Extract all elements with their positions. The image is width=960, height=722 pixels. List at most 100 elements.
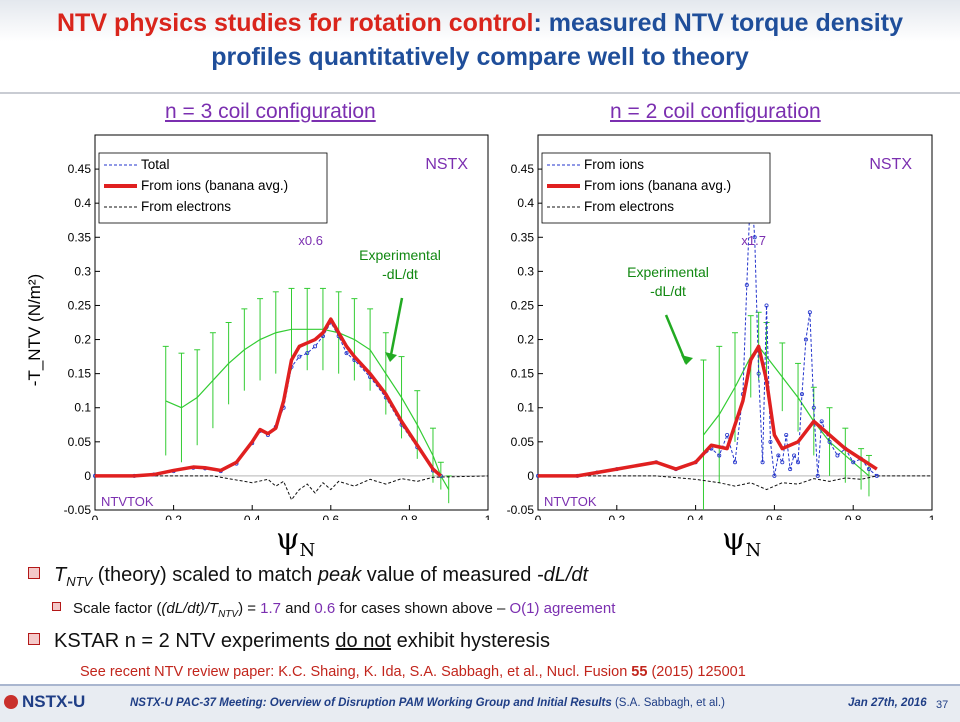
b2-b: (dL/dt)/T	[161, 600, 219, 617]
x-tick-label: 0	[535, 513, 542, 520]
total-point	[776, 453, 781, 458]
annotation-arrowhead	[681, 355, 693, 365]
annotation-arrow	[664, 314, 688, 364]
y-tick-label: 0.15	[511, 367, 535, 381]
scale-factor-label: x0.6	[298, 233, 323, 248]
bullet-square-icon	[28, 633, 40, 645]
y-tick-label: 0.25	[511, 298, 535, 312]
experimental-line	[703, 345, 870, 477]
b3-a: KSTAR n = 2 NTV experiments	[54, 630, 336, 652]
y-tick-label: 0.45	[511, 162, 535, 176]
total-point	[313, 344, 318, 349]
legend-label: Total	[141, 157, 170, 172]
title-blue-part: : measured NTV torque density profiles q…	[211, 9, 903, 71]
bullet1-peak: peak	[317, 564, 362, 586]
electrons-line	[538, 475, 932, 491]
x-tick-label: 0.2	[165, 513, 182, 520]
total-point	[772, 473, 777, 478]
psi-subscript: N	[299, 540, 316, 561]
total-point	[788, 467, 793, 472]
legend-label: From ions (banana avg.)	[584, 178, 731, 193]
ions-line	[95, 317, 442, 478]
total-point	[811, 405, 816, 410]
title-red-part: NTV physics studies for rotation control	[57, 9, 534, 37]
t-subscript: NTV	[66, 574, 93, 589]
b2-e: for cases shown above –	[335, 600, 510, 617]
total-point	[851, 460, 856, 465]
x-tick-label: 0.8	[845, 513, 862, 520]
b3-b: exhibit hysteresis	[391, 630, 550, 652]
y-tick-label: -0.05	[507, 503, 535, 517]
y-tick-label: 0	[84, 469, 91, 483]
nstx-u-logo: NSTX-U	[4, 692, 85, 712]
x-tick-label: 0.6	[322, 513, 339, 520]
y-tick-label: 0.1	[517, 401, 534, 415]
total-point	[717, 453, 722, 458]
page-number: 37	[936, 699, 949, 711]
x-tick-label: 0.4	[244, 513, 261, 520]
total-point	[744, 282, 749, 287]
legend-label: From electrons	[584, 199, 674, 214]
total-point	[827, 439, 832, 444]
total-point	[752, 235, 757, 240]
x-tick-label: 1	[485, 513, 492, 520]
total-point	[725, 432, 730, 437]
legend-label: From ions	[584, 157, 644, 172]
code-label: NTVTOK	[101, 494, 154, 509]
y-tick-label: 0.3	[74, 264, 91, 278]
x-tick-label: 0.8	[401, 513, 418, 520]
total-point	[799, 392, 804, 397]
b2-v1: 1.7	[260, 600, 282, 617]
b2-a: Scale factor (	[73, 600, 162, 617]
y-tick-label: 0.45	[68, 162, 92, 176]
total-point	[796, 460, 801, 465]
total-point	[807, 310, 812, 315]
total-point	[784, 432, 789, 437]
y-tick-label: 0.05	[68, 435, 92, 449]
title-band	[0, 0, 960, 94]
total-point	[815, 473, 820, 478]
total-point	[792, 453, 797, 458]
x-tick-label: 0.2	[608, 513, 625, 520]
annotation-text: -dL/dt	[382, 266, 418, 282]
ref-b: (2015) 125001	[647, 664, 746, 680]
y-tick-label: 0.15	[68, 367, 92, 381]
experimental-line	[165, 328, 450, 490]
legend-label: From ions (banana avg.)	[141, 178, 288, 193]
bullet-square-icon	[28, 567, 40, 579]
logo-icon	[4, 695, 18, 709]
ref-vol: 55	[631, 664, 648, 680]
annotation-arrowhead	[385, 352, 397, 362]
total-point	[760, 460, 765, 465]
bullet-square-icon	[52, 602, 61, 611]
psi-symbol: ψ	[276, 522, 300, 557]
total-point	[803, 337, 808, 342]
b3-underline: do not	[335, 630, 392, 652]
legend-label: From electrons	[141, 199, 231, 214]
y-tick-label: 0.35	[68, 230, 92, 244]
machine-label: NSTX	[425, 156, 468, 173]
x-tick-label: 0	[92, 513, 99, 520]
electrons-line	[95, 475, 489, 501]
total-point	[756, 371, 761, 376]
b2-d: and	[281, 600, 315, 617]
b2-v2: 0.6	[314, 600, 336, 617]
total-point	[874, 473, 879, 478]
bullet-theory-scaled: TNTV (theory) scaled to match peak value…	[28, 564, 588, 589]
slide-title: NTV physics studies for rotation control…	[10, 6, 950, 74]
left-xaxis-label: ψN	[276, 522, 315, 561]
right-xaxis-label: ψN	[722, 522, 761, 561]
bullet-kstar: KSTAR n = 2 NTV experiments do not exhib…	[28, 630, 550, 653]
y-tick-label: 0.25	[68, 298, 92, 312]
logo-text: NSTX-U	[22, 692, 86, 711]
bullet1-dldt: -dL/dt	[536, 564, 589, 586]
total-point	[733, 460, 738, 465]
y-tick-label: 0.1	[74, 401, 91, 415]
right-config-label: n = 2 coil configuration	[610, 100, 821, 123]
y-tick-label: 0.4	[74, 196, 91, 210]
psi-subscript: N	[745, 540, 762, 561]
scale-factor-label: x1.7	[741, 233, 766, 248]
total-point	[835, 453, 840, 458]
y-tick-label: 0.4	[517, 196, 534, 210]
x-tick-label: 0.4	[687, 513, 704, 520]
